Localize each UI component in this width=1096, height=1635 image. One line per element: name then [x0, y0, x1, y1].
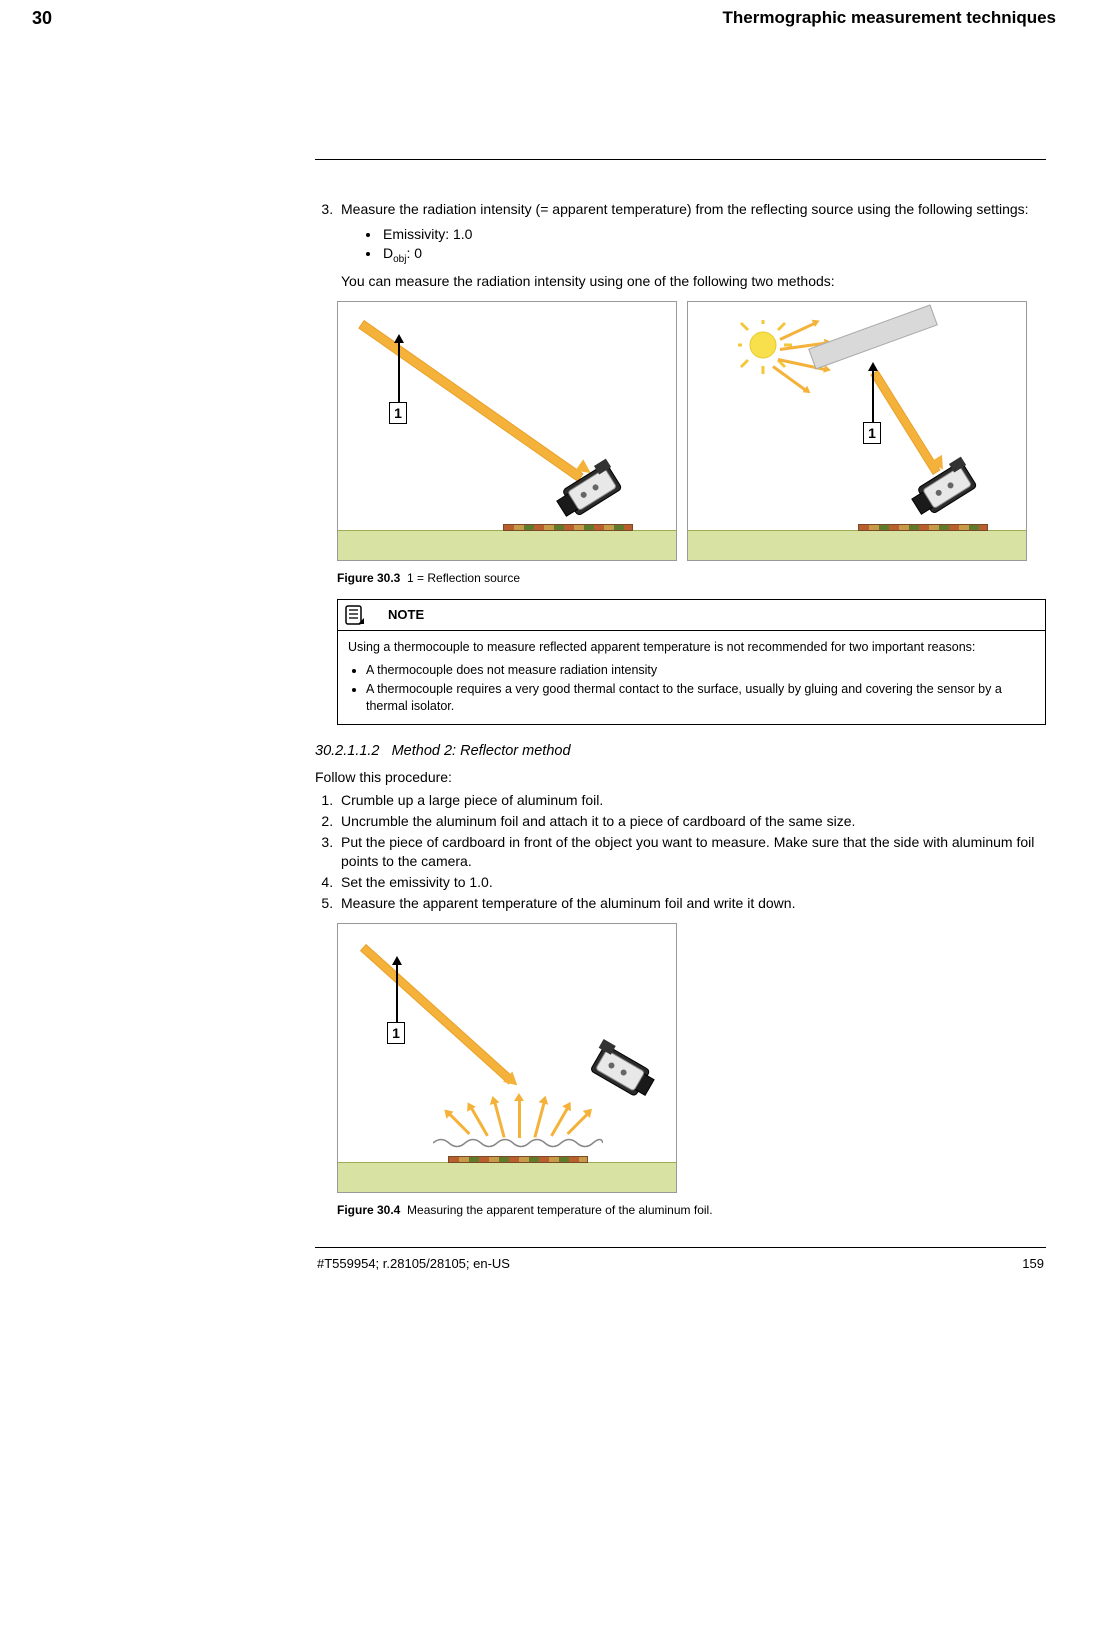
- figure-30-3-caption: Figure 30.3 1 = Reflection source: [337, 571, 1046, 585]
- m2-step-1: Crumble up a large piece of aluminum foi…: [337, 791, 1046, 810]
- page-number: 159: [1022, 1256, 1044, 1271]
- method-2-heading: 30.2.1.1.2 Method 2: Reflector method: [315, 743, 1046, 759]
- m2-step-5: Measure the apparent temperature of the …: [337, 894, 1046, 913]
- ground: [688, 530, 1026, 560]
- reflector-shield: [808, 304, 938, 369]
- figure-30-3: 1: [337, 301, 1046, 561]
- source-label-1: 1: [387, 1022, 405, 1044]
- source-label-1: 1: [863, 422, 881, 444]
- camera-icon: [548, 452, 638, 527]
- camera-icon: [576, 1034, 666, 1109]
- ground: [338, 530, 676, 560]
- source-label-1: 1: [389, 402, 407, 424]
- figure-30-4-panel: 1: [337, 923, 677, 1193]
- camera-icon: [903, 450, 993, 525]
- scatter-ray: [518, 1100, 521, 1138]
- note-list: A thermocouple does not measure radiatio…: [348, 662, 1035, 715]
- object-bar: [858, 524, 988, 531]
- scatter-ray: [470, 1107, 489, 1136]
- source-arrow: [398, 342, 400, 402]
- m2-step-4: Set the emissivity to 1.0.: [337, 873, 1046, 892]
- scatter-ray: [533, 1102, 545, 1138]
- figure-30-3-left: 1: [337, 301, 677, 561]
- chapter-title: Thermographic measurement techniques: [723, 8, 1056, 29]
- figure-30-4-caption: Figure 30.4 Measuring the apparent tempe…: [337, 1203, 1046, 1217]
- note-body: Using a thermocouple to measure reflecte…: [338, 631, 1045, 725]
- aluminum-foil: [433, 1136, 603, 1150]
- rule-top: [315, 159, 1046, 160]
- page-header: 30 Thermographic measurement techniques: [0, 0, 1096, 29]
- m2-step-3: Put the piece of cardboard in front of t…: [337, 833, 1046, 871]
- page-footer: #T559954; r.28105/28105; en-US 159: [315, 1256, 1046, 1271]
- bullet-emissivity: Emissivity: 1.0: [381, 225, 1046, 244]
- method-2-steps: Crumble up a large piece of aluminum foi…: [315, 791, 1046, 912]
- note-icon: [338, 600, 372, 630]
- note-header: NOTE: [338, 600, 1045, 631]
- scatter-ray: [493, 1102, 505, 1138]
- method-2-intro: Follow this procedure:: [315, 769, 1046, 785]
- chapter-number: 30: [32, 8, 52, 29]
- object-bar: [448, 1156, 588, 1163]
- bullet-dobj: Dobj: 0: [381, 244, 1046, 266]
- note-intro: Using a thermocouple to measure reflecte…: [348, 639, 1035, 656]
- step-3-bullets: Emissivity: 1.0 Dobj: 0: [361, 225, 1046, 266]
- page-content: Measure the radiation intensity (= appar…: [315, 29, 1046, 1271]
- step-list-continued: Measure the radiation intensity (= appar…: [315, 200, 1046, 291]
- doc-id: #T559954; r.28105/28105; en-US: [317, 1256, 510, 1271]
- source-arrow: [872, 370, 874, 422]
- note-item-2: A thermocouple requires a very good ther…: [366, 681, 1035, 715]
- rule-bottom: [315, 1247, 1046, 1248]
- note-box: NOTE Using a thermocouple to measure ref…: [337, 599, 1046, 726]
- m2-step-2: Uncrumble the aluminum foil and attach i…: [337, 812, 1046, 831]
- note-item-1: A thermocouple does not measure radiatio…: [366, 662, 1035, 679]
- figure-30-4: 1: [337, 923, 1046, 1193]
- step-3: Measure the radiation intensity (= appar…: [337, 200, 1046, 291]
- incident-beam: [360, 944, 515, 1085]
- scatter-ray: [449, 1113, 471, 1135]
- source-arrow: [396, 964, 398, 1022]
- figure-30-3-right: 1: [687, 301, 1027, 561]
- scatter-ray: [567, 1113, 589, 1135]
- ground: [338, 1162, 676, 1192]
- step-3-text-b: You can measure the radiation intensity …: [341, 272, 1046, 291]
- step-3-text-a: Measure the radiation intensity (= appar…: [341, 201, 1029, 217]
- note-title: NOTE: [372, 601, 424, 628]
